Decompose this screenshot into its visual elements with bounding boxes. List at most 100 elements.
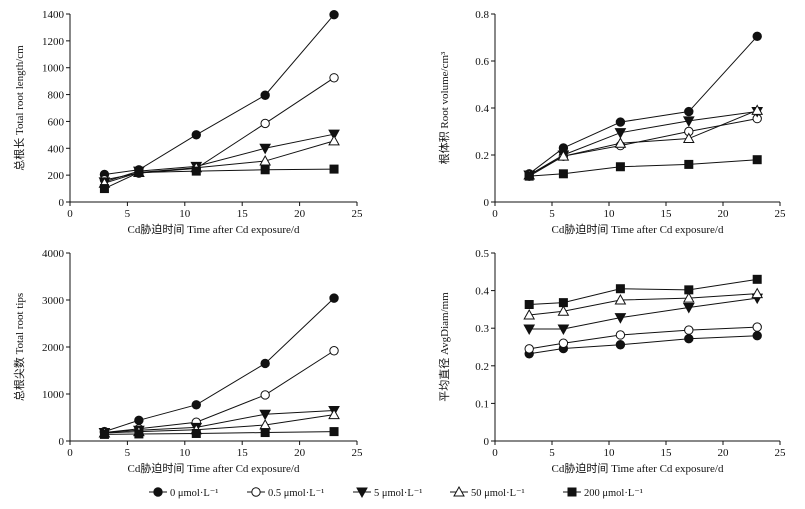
data-point xyxy=(328,129,340,141)
data-point xyxy=(260,428,270,438)
y-tick-label: 400 xyxy=(48,143,65,155)
x-tick-label: 0 xyxy=(492,447,498,459)
data-point xyxy=(682,303,695,314)
x-tick-label: 20 xyxy=(718,208,730,220)
data-point xyxy=(682,132,695,144)
y-tick-label: 0.8 xyxy=(475,9,489,21)
x-tick-label: 20 xyxy=(294,208,306,220)
x-tick-label: 15 xyxy=(237,208,249,220)
x-tick-label: 0 xyxy=(67,208,73,220)
y-tick-label: 200 xyxy=(48,170,65,182)
legend-label: 200 μmol·L⁻¹ xyxy=(584,488,643,499)
x-axis-label: Cd胁迫时间 Time after Cd exposure/d xyxy=(552,222,724,236)
data-point xyxy=(524,300,534,310)
y-tick-label: 2000 xyxy=(42,342,65,354)
data-point xyxy=(557,305,570,316)
data-point xyxy=(191,400,201,410)
y-tick-label: 0 xyxy=(59,436,65,448)
data-point xyxy=(752,274,762,284)
data-point xyxy=(523,309,536,320)
data-point xyxy=(558,338,569,348)
y-tick-label: 1400 xyxy=(42,9,65,21)
data-point xyxy=(684,285,694,295)
y-tick-label: 3000 xyxy=(42,295,65,307)
y-tick-label: 800 xyxy=(48,90,65,102)
legend-label: 0.5 μmol·L⁻¹ xyxy=(268,488,324,499)
data-point xyxy=(684,325,694,335)
chart-panels: 0 5 10 15 20 250200400600800100012001400Cd胁迫时… xyxy=(12,9,786,475)
data-point xyxy=(191,166,201,176)
legend-entry-4: 50 μmol·L⁻¹ xyxy=(450,485,525,499)
data-point xyxy=(751,104,764,115)
legend-entry-5: 200 μmol·L⁻¹ xyxy=(563,487,643,499)
data-point xyxy=(260,358,270,369)
data-point xyxy=(752,331,762,341)
y-tick-label: 0 xyxy=(484,436,490,448)
x-tick-label: 10 xyxy=(179,208,191,220)
x-tick-label: 5 xyxy=(549,447,555,459)
legend-marker xyxy=(567,487,577,497)
x-tick-label: 10 xyxy=(604,208,616,220)
y-tick-label: 1000 xyxy=(42,63,65,75)
data-point xyxy=(684,106,694,117)
series-line-4 xyxy=(528,109,758,176)
x-tick-label: 20 xyxy=(718,447,730,459)
data-point xyxy=(752,155,762,165)
data-point xyxy=(615,330,626,340)
data-point xyxy=(259,409,272,421)
data-point xyxy=(558,298,568,308)
chart-panel-4: 0 5 10 15 20 25 0 0.1 0.2 0.3 0.4 0.5 Cd胁迫时间 Time af… xyxy=(437,248,786,475)
series-line-1 xyxy=(104,297,335,433)
x-tick-label: 20 xyxy=(294,447,306,459)
data-point xyxy=(614,313,627,324)
data-point xyxy=(615,162,625,172)
x-tick-label: 5 xyxy=(549,208,555,220)
x-tick-label: 25 xyxy=(352,208,364,220)
x-tick-label: 25 xyxy=(775,208,787,220)
data-point xyxy=(259,155,272,166)
data-point xyxy=(558,169,568,179)
data-point xyxy=(615,117,626,127)
data-point xyxy=(684,159,694,169)
data-point xyxy=(524,171,534,181)
data-point xyxy=(328,408,340,420)
y-tick-label: 0.6 xyxy=(475,56,489,68)
y-tick-label: 600 xyxy=(48,116,65,128)
y-tick-label: 0.3 xyxy=(475,323,489,335)
legend-label: 0 μmol·L⁻¹ xyxy=(170,488,218,499)
legend-marker xyxy=(153,487,163,497)
data-point xyxy=(614,137,627,148)
y-tick-label: 1000 xyxy=(42,389,65,401)
data-point xyxy=(614,128,627,139)
y-tick-label: 1200 xyxy=(42,36,65,48)
y-tick-label: 0.1 xyxy=(475,398,489,410)
data-point xyxy=(191,428,201,438)
data-point xyxy=(329,427,339,437)
data-point xyxy=(682,116,695,127)
data-point xyxy=(751,287,764,299)
data-point xyxy=(329,164,339,174)
legend-label: 5 μmol·L⁻¹ xyxy=(374,488,422,499)
y-axis-label: 总根长 Total root length/cm xyxy=(12,45,26,171)
legend-entry-3: 5 μmol·L⁻¹ xyxy=(353,487,422,499)
data-point xyxy=(260,165,270,175)
legend-entry-2: 0.5 μmol·L⁻¹ xyxy=(247,487,324,499)
x-tick-label: 15 xyxy=(237,447,249,459)
data-point xyxy=(329,293,339,303)
y-axis-label: 总根尖数 Total root tips xyxy=(12,293,26,401)
data-point xyxy=(260,390,270,400)
data-point xyxy=(524,344,534,354)
x-tick-label: 15 xyxy=(661,447,673,459)
data-point xyxy=(260,118,270,129)
x-tick-label: 0 xyxy=(67,447,73,459)
data-point xyxy=(134,167,144,177)
x-axis-label: Cd胁迫时间 Time after Cd exposure/d xyxy=(128,222,300,236)
x-tick-label: 10 xyxy=(604,447,616,459)
x-axis-label: Cd胁迫时间 Time after Cd exposure/d xyxy=(552,461,724,475)
x-tick-label: 10 xyxy=(179,447,191,459)
data-point xyxy=(329,73,339,83)
data-point xyxy=(99,184,109,194)
data-point xyxy=(191,130,201,140)
legend-label: 50 μmol·L⁻¹ xyxy=(471,488,525,499)
